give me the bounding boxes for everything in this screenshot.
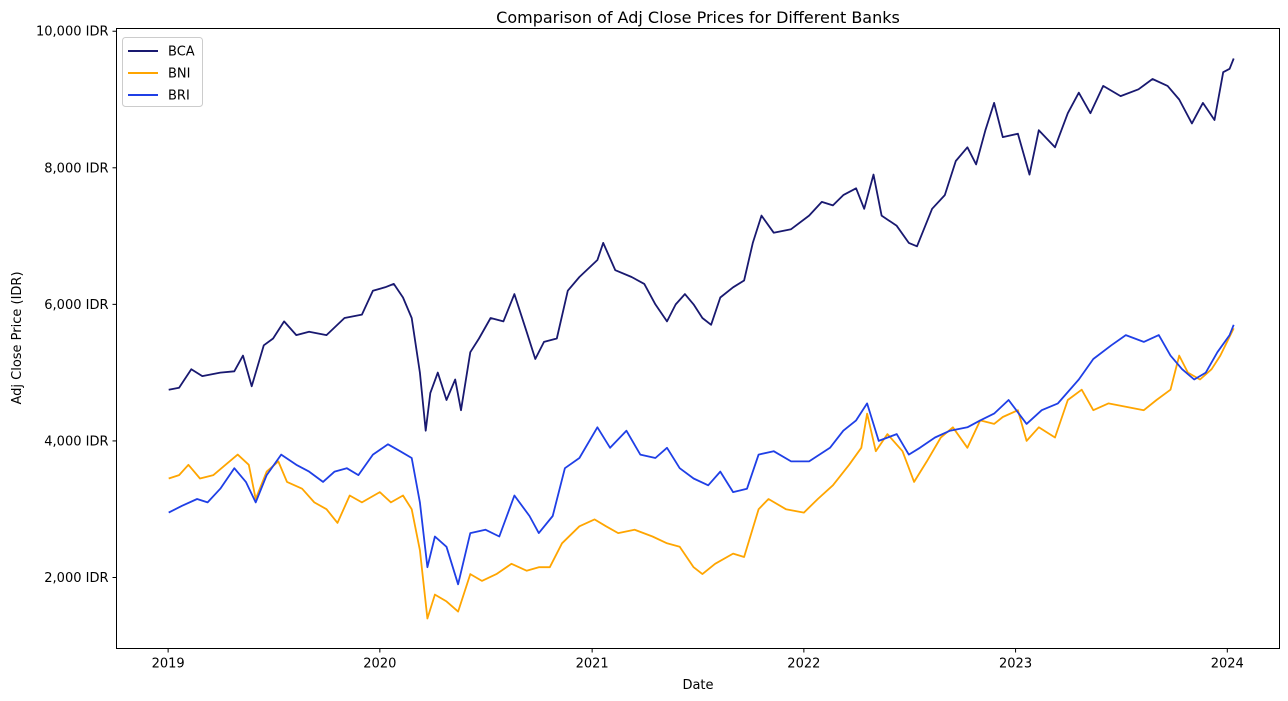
y-tick-label: 4,000 IDR	[44, 434, 108, 449]
legend-label: BNI	[168, 67, 190, 82]
legend: BCA BNI BRI	[122, 37, 203, 107]
x-tick-label: 2023	[999, 657, 1032, 672]
series-line-bni	[168, 327, 1235, 620]
series-line-bri	[168, 324, 1235, 586]
y-axis: 2,000 IDR 4,000 IDR 6,000 IDR 8,000 IDR 10,0…	[36, 25, 117, 586]
legend-item-bni: BNI	[128, 67, 190, 82]
legend-label: BCA	[168, 45, 195, 60]
chart-title: Comparison of Adj Close Prices for Diffe…	[496, 8, 900, 27]
x-tick-label: 2021	[576, 657, 609, 672]
x-tick-label: 2022	[787, 657, 820, 672]
legend-label: BRI	[168, 89, 190, 104]
y-tick-label: 8,000 IDR	[44, 161, 108, 176]
x-axis: 2019 2020 2021 2022 2023 2024	[152, 648, 1244, 672]
y-tick-label: 6,000 IDR	[44, 298, 108, 313]
plot-frame	[116, 28, 1280, 649]
x-tick-label: 2019	[152, 657, 185, 672]
x-axis-title: Date	[682, 678, 713, 693]
y-tick-label: 10,000 IDR	[36, 25, 109, 40]
y-axis-title: Adj Close Price (IDR)	[10, 271, 25, 404]
legend-item-bri: BRI	[128, 89, 190, 104]
y-tick-label: 2,000 IDR	[44, 571, 108, 586]
x-tick-label: 2024	[1211, 657, 1244, 672]
series-line-bca	[168, 58, 1235, 432]
legend-box	[122, 37, 203, 107]
legend-items: BCA BNI BRI	[128, 45, 195, 104]
legend-item-bca: BCA	[128, 45, 195, 60]
x-tick-label: 2020	[363, 657, 396, 672]
plot-series-layer	[168, 58, 1235, 620]
